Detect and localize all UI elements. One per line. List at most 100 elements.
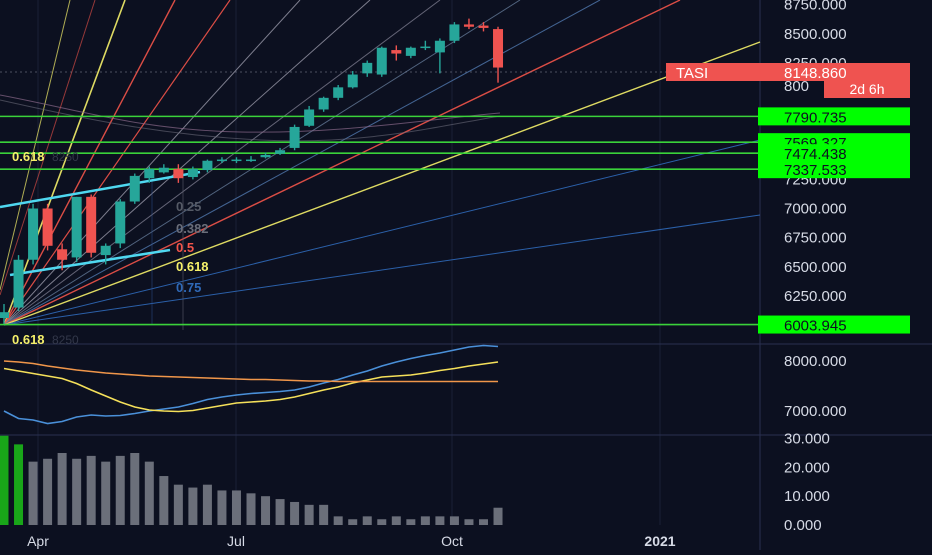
volume-bar: [130, 453, 140, 525]
candle-body: [434, 40, 445, 53]
volume-bar: [43, 458, 53, 525]
candle-body: [405, 47, 416, 56]
candle-body: [202, 160, 213, 171]
candle-body: [231, 159, 242, 162]
price-axis[interactable]: 6250.0006500.0006750.0007000.0007250.000…: [0, 0, 910, 534]
volume-bar: [333, 516, 343, 525]
level-price-tag[interactable]: 7474.438: [758, 144, 910, 163]
candle: [405, 46, 416, 59]
fib-label-0.5: 0.5: [176, 240, 194, 255]
candle: [304, 105, 315, 127]
level-price-tag[interactable]: 6003.945: [758, 315, 910, 335]
candle: [100, 243, 111, 265]
volume-bar: [362, 516, 372, 525]
price-tick-label: 8500.000: [784, 26, 847, 43]
candle: [333, 85, 344, 101]
candle-body: [216, 159, 227, 162]
level-price-tag[interactable]: 7337.533: [758, 160, 910, 179]
candle-body: [57, 249, 68, 260]
candle: [129, 173, 140, 204]
fib-label-0.25: 0.25: [176, 199, 201, 214]
fan-line: [0, 0, 71, 291]
level-tag-bg: [758, 160, 910, 179]
level-price-tag[interactable]: 7790.735: [758, 107, 910, 126]
candle: [28, 203, 39, 265]
candle-body: [144, 168, 155, 179]
volume-tick-label: 0.000: [784, 517, 822, 534]
fib-label-0.75: 0.75: [176, 280, 201, 295]
volume-bar: [493, 507, 503, 525]
oscillator-tick-label: 8000.000: [784, 353, 847, 370]
candle-body: [246, 159, 257, 162]
candle: [493, 26, 504, 83]
volume-bar: [72, 458, 82, 525]
fib-overlay-label-top: 0.618: [12, 149, 45, 164]
candle-body: [0, 312, 9, 319]
volume-bar: [246, 493, 256, 525]
volume-bar: [28, 461, 38, 525]
time-axis[interactable]: Apr Jul Oct 2021: [27, 533, 676, 549]
time-tick-label: 2021: [644, 533, 675, 549]
oscillator-line-0: [3, 344, 499, 425]
candle: [13, 255, 24, 312]
candle-body: [129, 175, 140, 202]
price-tick-label: 6250.000: [784, 288, 847, 305]
level-tag-bg: [758, 144, 910, 163]
candle: [391, 45, 402, 61]
candle-body: [449, 24, 460, 41]
fan-line: [3, 0, 521, 326]
volume-bar: [420, 516, 430, 525]
candle: [0, 304, 9, 324]
volume-tick-label: 20.000: [784, 459, 830, 476]
level-tag-bg: [758, 107, 910, 126]
oscillator-pane: [3, 344, 499, 425]
candle: [216, 157, 227, 164]
fib-ghost-label: 8250: [52, 150, 79, 164]
volume-bar: [0, 435, 9, 525]
candle-body: [173, 168, 184, 179]
candle-body: [347, 74, 358, 88]
candle: [420, 40, 431, 51]
candle-body: [376, 47, 387, 75]
candle: [362, 60, 373, 77]
volume-bar: [406, 519, 416, 525]
oscillator-line-2: [3, 360, 498, 383]
volume-tick-label: 30.000: [784, 431, 830, 448]
candle: [144, 166, 155, 183]
volume-bar: [217, 490, 227, 525]
volume-bar: [14, 444, 24, 525]
volume-bar: [57, 453, 67, 525]
volume-bar: [290, 501, 300, 525]
candle: [463, 18, 474, 30]
oscillator-tick-label: 7000.000: [784, 403, 847, 420]
volume-bar: [435, 516, 445, 525]
time-tick-label: Oct: [441, 533, 463, 549]
volume-bar: [115, 455, 125, 525]
volume-bar: [101, 461, 111, 525]
candle: [71, 196, 82, 263]
candle: [231, 157, 242, 164]
fib-label-0.382: 0.382: [176, 221, 209, 236]
candle: [42, 203, 53, 251]
candle-body: [115, 201, 126, 244]
level-tag-text: 7790.735: [784, 109, 847, 126]
candle-body: [289, 126, 300, 148]
candle-body: [260, 154, 271, 158]
candle-body: [493, 29, 504, 68]
oscillator-line-1: [3, 361, 499, 413]
volume-bar: [319, 504, 329, 525]
volume-bar: [348, 519, 358, 525]
candle: [318, 96, 329, 112]
candle: [187, 166, 198, 180]
candle: [57, 243, 68, 271]
candle: [173, 164, 184, 183]
last-price-symbol: TASI: [676, 65, 708, 82]
candle: [86, 194, 97, 258]
volume-bar: [173, 484, 183, 525]
candle-body: [275, 150, 286, 154]
